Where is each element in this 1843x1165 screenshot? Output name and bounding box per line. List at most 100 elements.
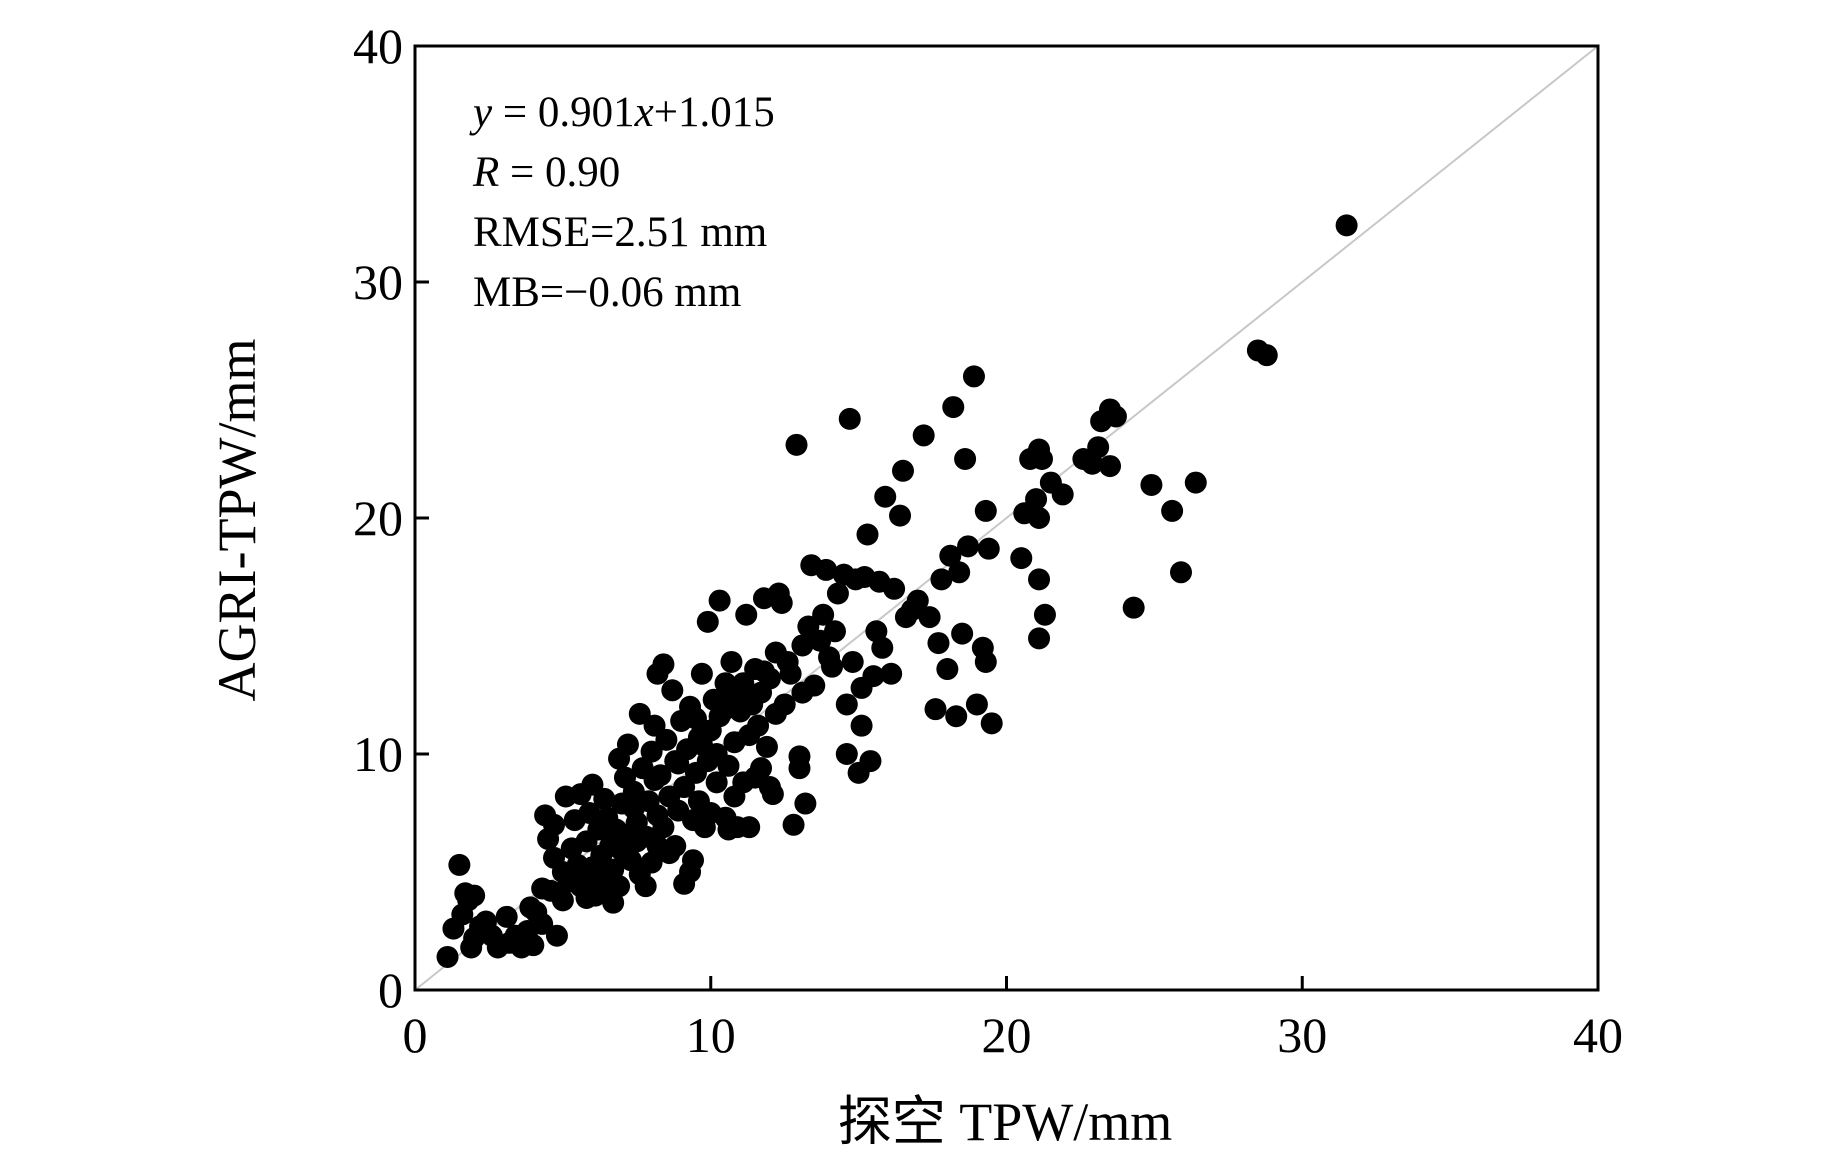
data-point xyxy=(543,813,566,836)
fit-equation-var-x: x xyxy=(634,89,654,136)
y-tick-label: 0 xyxy=(378,962,403,1018)
data-point xyxy=(954,448,977,470)
data-point xyxy=(815,558,838,581)
data-point xyxy=(948,561,971,584)
data-point xyxy=(622,797,645,820)
data-point xyxy=(927,632,950,655)
data-point xyxy=(495,905,518,928)
data-point xyxy=(965,693,988,716)
correlation-label: R = 0.90 xyxy=(472,149,620,196)
data-points xyxy=(436,214,1358,968)
data-point xyxy=(708,705,731,728)
data-point xyxy=(776,650,799,673)
data-point xyxy=(1161,499,1184,522)
correlation-value: = 0.90 xyxy=(499,149,620,196)
data-point xyxy=(782,813,805,836)
data-point xyxy=(708,589,731,612)
data-point xyxy=(939,544,962,567)
data-point xyxy=(883,577,906,600)
data-point xyxy=(924,698,947,721)
data-point xyxy=(889,504,912,527)
data-point xyxy=(812,603,835,626)
data-point xyxy=(608,747,631,770)
data-point xyxy=(794,792,817,815)
data-point xyxy=(652,653,675,676)
data-point xyxy=(720,650,743,673)
data-point xyxy=(945,705,968,728)
data-point xyxy=(1030,448,1053,470)
data-point xyxy=(850,714,873,737)
x-tick-label: 40 xyxy=(1573,1007,1623,1063)
data-point xyxy=(661,679,684,702)
data-point xyxy=(752,660,775,683)
data-point xyxy=(1255,344,1278,367)
data-point xyxy=(667,752,690,775)
data-point xyxy=(1335,214,1358,237)
y-tick-label: 20 xyxy=(353,490,403,546)
data-point xyxy=(463,884,486,907)
mb-label: MB=−0.06 mm xyxy=(473,269,741,316)
fit-equation-var-y: y xyxy=(469,89,493,136)
data-point xyxy=(1087,436,1110,459)
x-tick-label: 0 xyxy=(403,1007,428,1063)
data-point xyxy=(480,924,503,947)
data-point xyxy=(593,787,616,810)
data-point xyxy=(974,650,997,673)
data-point xyxy=(862,665,885,688)
data-point xyxy=(540,879,563,902)
data-point xyxy=(835,693,858,716)
data-point xyxy=(525,901,548,924)
data-point xyxy=(1028,568,1051,591)
data-point xyxy=(859,750,882,773)
data-point xyxy=(826,582,849,605)
data-point xyxy=(747,714,770,737)
data-point xyxy=(436,945,459,968)
data-point xyxy=(977,537,1000,560)
x-tick-label: 30 xyxy=(1277,1007,1327,1063)
data-point xyxy=(684,707,707,730)
data-point xyxy=(640,851,663,874)
y-axis-title: AGRI-TPW/mm xyxy=(207,339,267,702)
data-point xyxy=(841,650,864,673)
data-point xyxy=(936,658,959,681)
data-point xyxy=(791,634,814,657)
fit-equation-slope: = 0.901 xyxy=(492,89,635,136)
data-point xyxy=(821,655,844,678)
y-axis-ticks: 0 10 20 30 40 xyxy=(353,18,429,1018)
data-point xyxy=(602,858,625,881)
data-point xyxy=(865,620,888,643)
data-point xyxy=(1140,473,1163,496)
data-point xyxy=(498,931,521,954)
x-axis-title: 探空 TPW/mm xyxy=(838,1092,1173,1152)
data-point xyxy=(545,924,568,947)
data-point xyxy=(522,934,545,957)
data-point xyxy=(717,754,740,777)
stats-annotation: y = 0.901x+1.015 R = 0.90 RMSE=2.51 mm M… xyxy=(469,89,775,316)
data-point xyxy=(1081,452,1104,475)
data-point xyxy=(880,662,903,685)
data-point xyxy=(891,459,914,482)
data-point xyxy=(788,745,811,768)
data-point xyxy=(590,879,613,902)
data-point xyxy=(957,535,980,558)
data-point xyxy=(962,365,985,388)
data-point xyxy=(1099,455,1122,478)
data-point xyxy=(1051,483,1074,506)
data-point xyxy=(918,606,941,629)
data-point xyxy=(755,735,778,758)
data-point xyxy=(682,849,705,872)
data-point xyxy=(448,853,471,876)
data-point xyxy=(951,622,974,645)
data-point xyxy=(1104,405,1127,428)
data-point xyxy=(687,726,710,749)
data-point xyxy=(1184,471,1207,494)
y-tick-label: 10 xyxy=(353,726,403,782)
data-point xyxy=(1028,627,1051,650)
rmse-label: RMSE=2.51 mm xyxy=(473,209,767,256)
data-point xyxy=(717,818,740,841)
data-point xyxy=(785,433,808,456)
fit-equation-intercept: +1.015 xyxy=(654,89,775,136)
data-point xyxy=(696,610,719,633)
